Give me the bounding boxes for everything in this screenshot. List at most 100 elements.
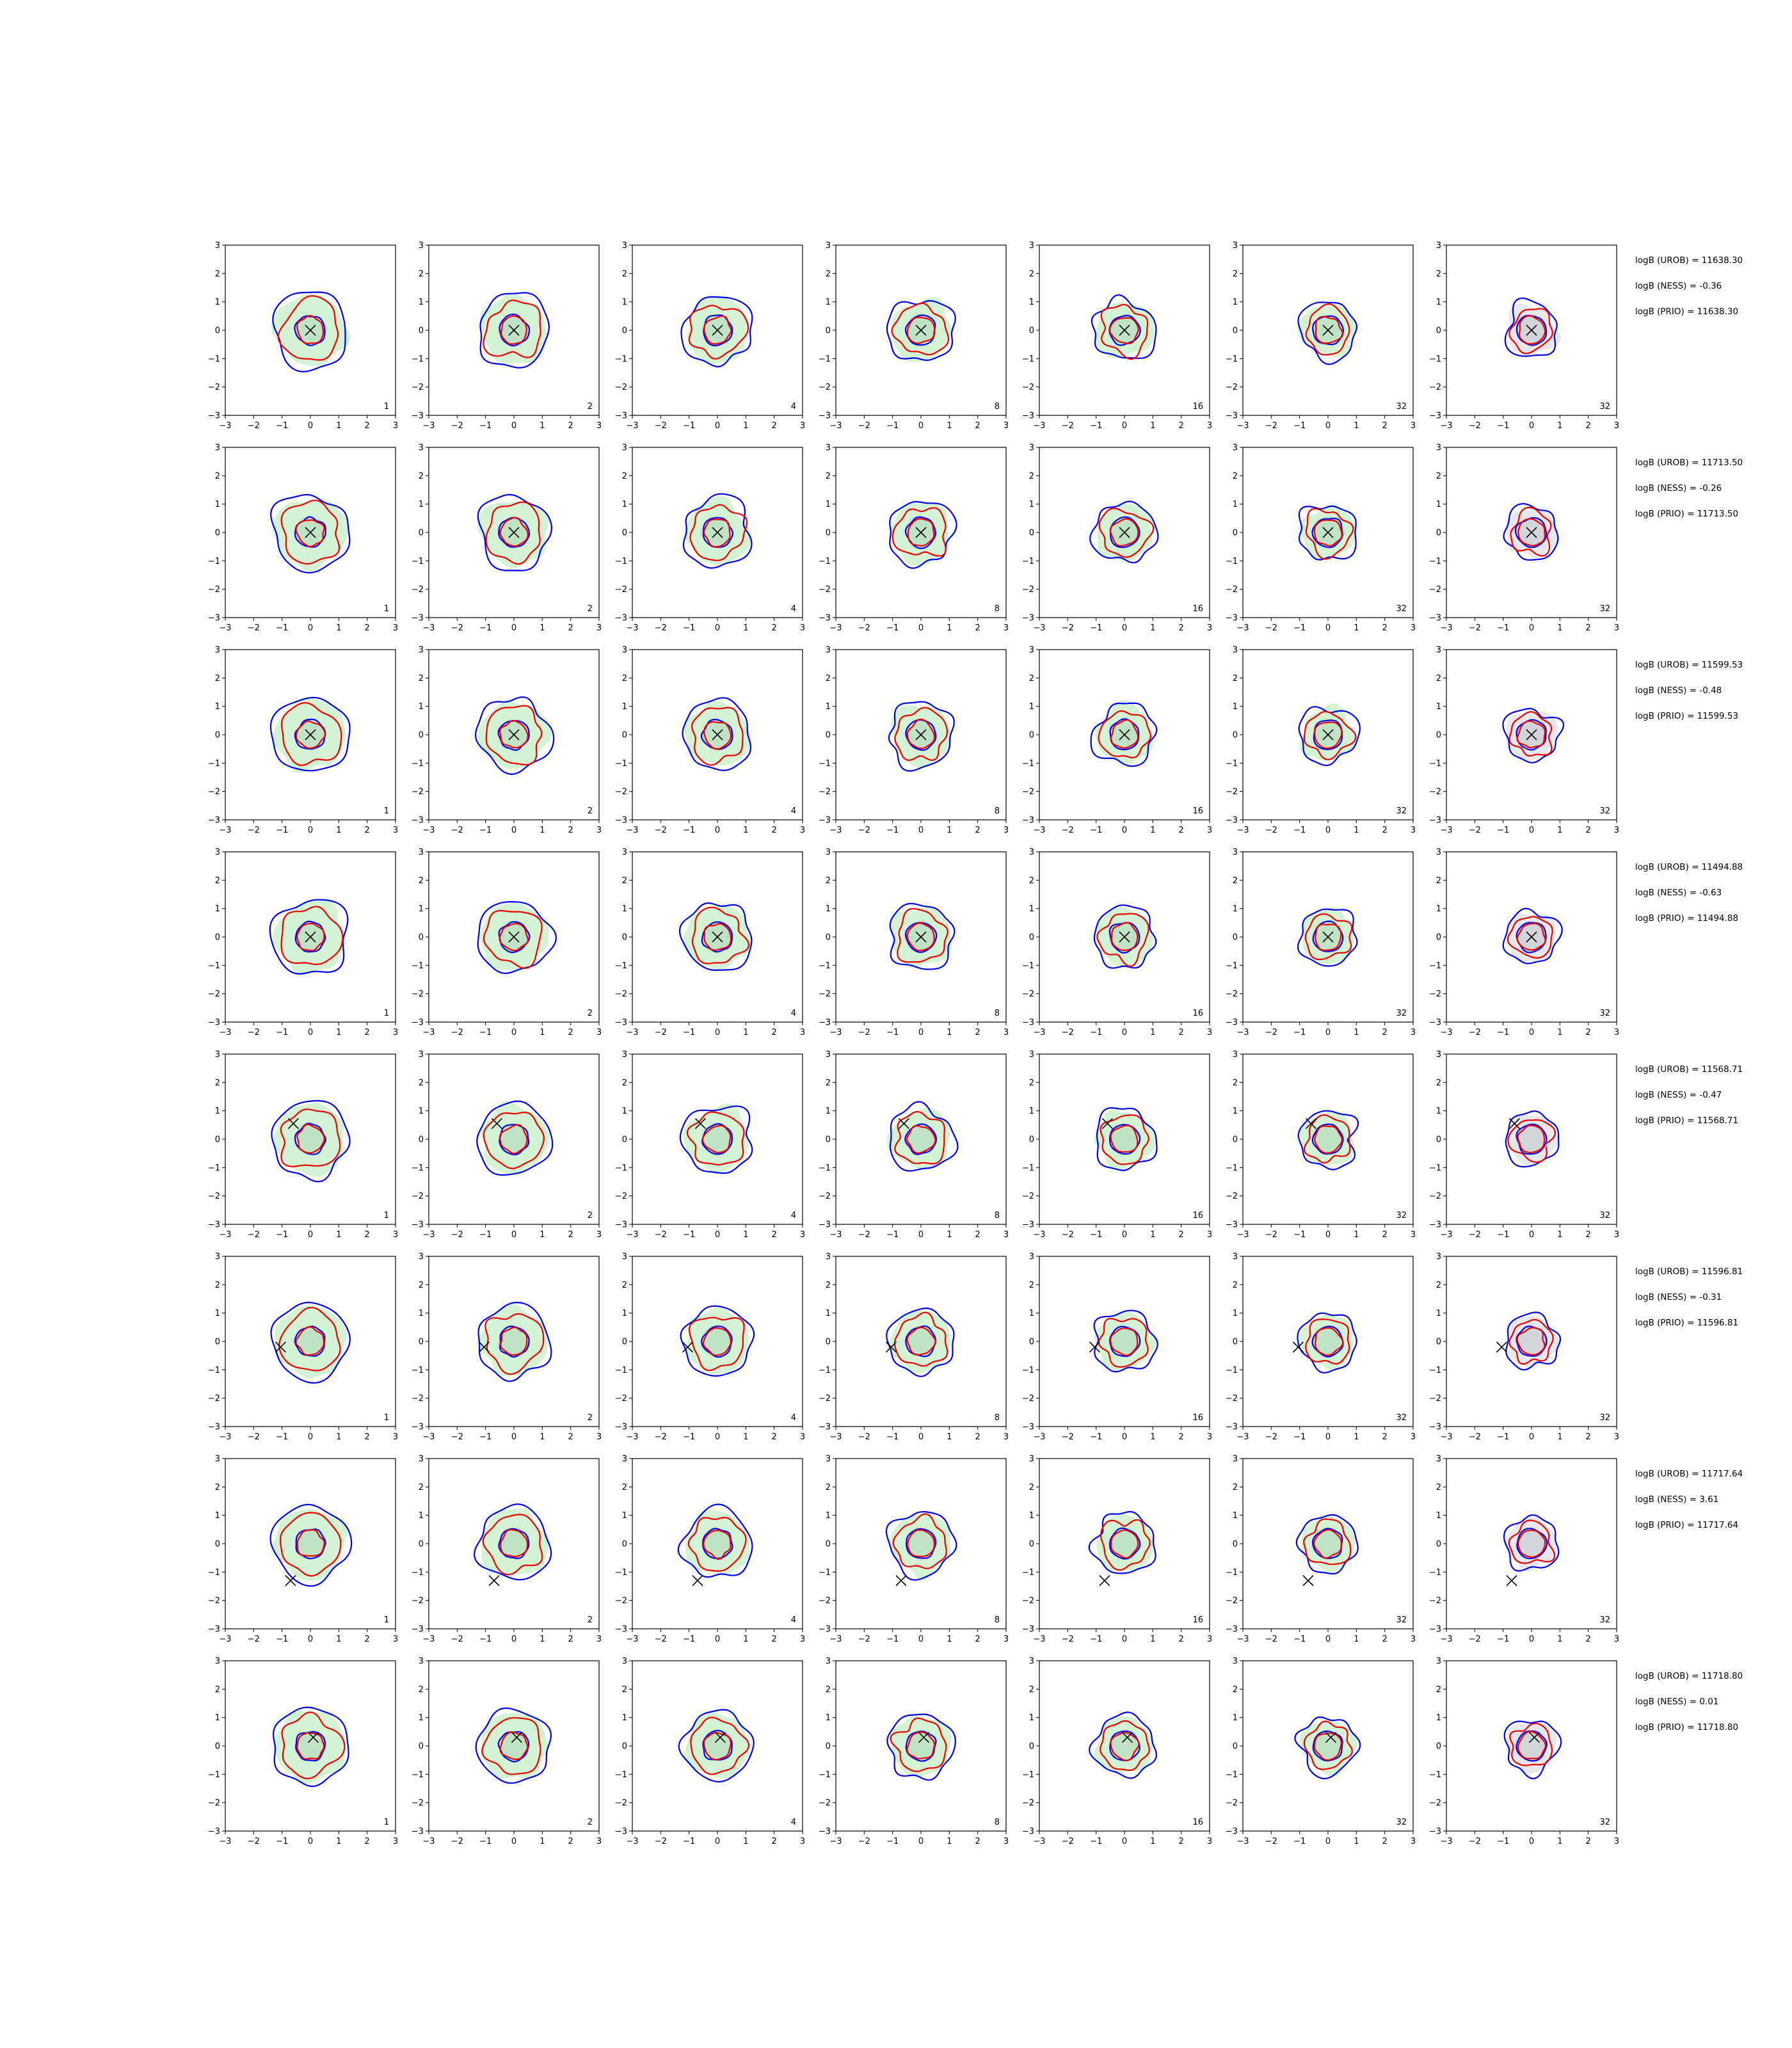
red-contour-inner [1517,1530,1546,1558]
x-tick-label: −3 [1236,1230,1249,1240]
red-contour-inner [906,1327,936,1356]
x-tick-label: −2 [858,1028,870,1037]
blue-contour-outer [678,902,753,971]
red-contour-inner [1110,1732,1140,1761]
y-tick-label: −3 [1022,614,1034,623]
y-tick-label: 3 [826,444,831,453]
y-tick-label: 0 [419,731,424,740]
x-tick-label: 1 [1354,623,1359,633]
x-tick-label: 3 [1207,1230,1212,1240]
panel-label: 32 [1599,604,1610,614]
panel-r6-c6: −3−3 −2 −2 −1 −1 0 0 1 1 2 2 3 3 32 [1226,1252,1416,1443]
panel-label: 32 [1599,1211,1610,1220]
y-tick-label: −3 [1429,614,1441,623]
y-tick-label: 2 [1029,674,1034,684]
x-tick-label: −3 [1236,1635,1249,1644]
y-tick-label: −3 [208,1018,220,1028]
y-tick-label: −1 [819,1164,831,1173]
x-tick-label: 0 [1325,1028,1331,1037]
y-tick-label: 3 [826,1455,831,1464]
x-tick-label: 3 [1411,1432,1416,1442]
y-tick-label: −1 [1022,355,1034,364]
panel-label: 2 [588,1009,593,1018]
panel-r7-c2: −3−3 −2 −2 −1 −1 0 0 1 1 2 2 3 3 2 [412,1455,602,1645]
x-tick-label: −1 [886,421,899,431]
y-tick-label: 2 [826,472,831,481]
x-tick-label: 3 [800,826,805,835]
y-tick-label: −3 [1226,614,1238,623]
x-tick-label: 1 [540,1028,545,1037]
y-tick-label: −3 [1022,1625,1034,1635]
y-tick-label: 2 [1233,674,1238,684]
panel-label: 1 [384,806,389,816]
x-tick-label: 0 [1529,1230,1534,1240]
panel-r4-c7: −3−3 −2 −2 −1 −1 0 0 1 1 2 2 3 3 32 [1429,848,1619,1038]
panel-label: 32 [1599,1009,1610,1018]
x-tick-label: −1 [886,623,899,633]
y-tick-label: −3 [412,816,424,826]
x-tick-label: 0 [1529,826,1534,835]
y-tick-label: −3 [1226,1423,1238,1432]
x-tick-label: 3 [1207,1432,1212,1442]
x-tick-label: 0 [715,1028,720,1037]
panel-label: 16 [1192,402,1203,412]
y-tick-label: 3 [1233,241,1238,251]
blue-contour-outer [680,1305,755,1377]
y-tick-label: 3 [826,1050,831,1060]
y-tick-label: 3 [419,444,424,453]
x-tick-label: 0 [715,1635,720,1644]
y-tick-label: 3 [826,646,831,655]
y-tick-label: −2 [412,1192,424,1201]
panel-label: 16 [1192,1009,1203,1018]
panel-r8-c1: −3−3 −2 −2 −1 −1 0 0 1 1 2 2 3 3 1 [208,1657,398,1847]
x-tick-label: −1 [1090,421,1102,431]
panel-r5-c1: −3−3 −2 −2 −1 −1 0 0 1 1 2 2 3 3 1 [208,1050,398,1240]
x-tick-label: 1 [336,1837,341,1846]
x-tick-label: 3 [1207,421,1212,431]
blue-contour-outer [269,493,351,574]
x-tick-label: −2 [1469,1230,1481,1240]
blue-contour-inner [294,516,326,548]
y-tick-label: −2 [1226,383,1238,392]
panel-label: 32 [1396,604,1407,614]
y-tick-label: −1 [615,1164,627,1173]
blue-contour-outer [273,1706,349,1788]
y-tick-label: 3 [419,848,424,858]
panel-label: 32 [1396,1211,1407,1220]
red-contour-inner [1313,519,1343,547]
x-tick-label: 3 [1614,1230,1619,1240]
blue-contour-outer [682,697,752,771]
x-tick-label: 3 [393,826,398,835]
red-contour-inner [295,720,326,749]
y-tick-label: −2 [615,1798,627,1808]
y-tick-label: −1 [208,355,220,364]
red-contour-outer [485,501,541,565]
y-tick-label: 0 [215,731,220,740]
x-tick-label: 0 [1122,1635,1127,1644]
y-tick-label: 1 [622,702,627,712]
panel-r8-c7: −3−3 −2 −2 −1 −1 0 0 1 1 2 2 3 3 32 [1429,1657,1619,1847]
x-tick-label: 0 [918,826,924,835]
density-core [294,1124,326,1155]
y-tick-label: 1 [826,1309,831,1318]
truth-marker [508,931,520,943]
y-tick-label: 1 [622,904,627,914]
logb-annotation: logB (UROB) = 11599.53 [1635,660,1743,670]
x-tick-label: 0 [511,826,516,835]
logb-annotation: logB (UROB) = 11713.50 [1635,458,1743,468]
x-tick-label: −3 [626,421,638,431]
red-contour-inner [499,922,529,952]
x-tick-label: 2 [365,1432,370,1442]
x-tick-label: 1 [540,1635,545,1644]
truth-marker [1119,931,1130,943]
x-tick-label: 0 [511,1028,516,1037]
y-tick-label: 2 [1029,1281,1034,1290]
panel-r8-c2: −3−3 −2 −2 −1 −1 0 0 1 1 2 2 3 3 2 [412,1657,602,1847]
y-tick-label: −2 [1022,1394,1034,1404]
red-contour-outer [1098,508,1155,558]
truth-marker [1322,931,1334,943]
y-tick-label: 1 [1436,500,1441,509]
red-contour-inner [703,721,732,750]
y-tick-label: 3 [215,646,220,655]
panel-label: 1 [384,1009,389,1018]
